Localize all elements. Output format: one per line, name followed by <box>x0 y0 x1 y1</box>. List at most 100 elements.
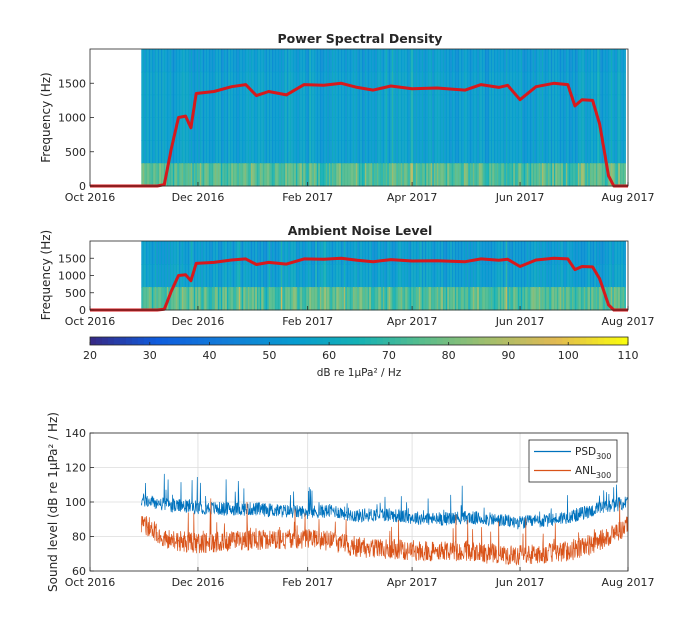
anl-heatmap-cell-259-1 <box>529 264 532 288</box>
anl-heatmap-cell-91-1 <box>277 264 280 288</box>
psd-heatmap-cell-74-1 <box>252 71 254 96</box>
psd-heatmap-cell-275-2 <box>553 94 556 118</box>
psd-heatmap-cell-48-0 <box>213 49 215 73</box>
psd-heatmap-cell-150-3 <box>366 117 368 141</box>
psd-heatmap-cell-135-0 <box>343 49 346 73</box>
psd-heatmap-cell-208-4 <box>453 140 455 164</box>
psd-heatmap-cell-71-1 <box>247 71 250 96</box>
anl-heatmap-cell-224-0 <box>477 241 479 265</box>
anl-heatmap-cell-240-1 <box>501 264 503 288</box>
anl-heatmap-cell-90-2 <box>276 287 278 311</box>
psd-heatmap-cell-242-3 <box>504 117 506 141</box>
psd-heatmap-cell-230-2 <box>486 94 488 118</box>
colorbar-cell-79 <box>562 337 569 345</box>
anl-heatmap-cell-232-1 <box>489 264 491 288</box>
psd-heatmap-cell-299-0 <box>589 49 592 73</box>
psd-heatmap-cell-257-0 <box>526 49 529 73</box>
psd-heatmap-cell-234-5 <box>492 163 494 187</box>
psd-heatmap-cell-15-0 <box>163 49 166 73</box>
psd-heatmap-cell-4-1 <box>147 71 149 96</box>
anl-heatmap-cell-152-1 <box>369 264 371 288</box>
anl-heatmap-cell-249-2 <box>514 287 517 311</box>
psd-heatmap-cell-134-4 <box>342 140 344 164</box>
anl-heatmap-cell-69-2 <box>244 287 247 311</box>
colorbar-cell-87 <box>610 337 617 345</box>
psd-heatmap-cell-178-2 <box>408 94 410 118</box>
psd-heatmap-cell-184-2 <box>417 94 419 118</box>
anl-heatmap-cell-79-2 <box>259 287 262 311</box>
psd-heatmap-cell-37-4 <box>196 140 199 164</box>
psd-heatmap-cell-108-2 <box>303 94 305 118</box>
anl-heatmap-cell-191-2 <box>427 287 430 311</box>
psd-heatmap-cell-114-2 <box>312 94 314 118</box>
psd-heatmap-cell-265-2 <box>538 94 541 118</box>
psd-heatmap-cell-282-4 <box>564 140 566 164</box>
psd-heatmap-cell-270-5 <box>546 163 548 187</box>
anl-heatmap-cell-315-0 <box>613 241 616 265</box>
psd-heatmap-cell-155-3 <box>373 117 376 141</box>
psd-heatmap-cell-179-2 <box>409 94 412 118</box>
anl-heatmap-cell-108-0 <box>303 241 305 265</box>
psd-heatmap-cell-309-0 <box>604 49 607 73</box>
anl-heatmap-cell-300-1 <box>591 264 593 288</box>
psd-heatmap-cell-185-5 <box>418 163 421 187</box>
psd-heatmap-cell-65-1 <box>238 71 241 96</box>
psd-heatmap-cell-98-1 <box>288 71 290 96</box>
psd-heatmap-stripes <box>141 49 626 187</box>
psd-heatmap-cell-62-4 <box>234 140 236 164</box>
psd-heatmap-cell-150-4 <box>366 140 368 164</box>
psd-heatmap-cell-23-1 <box>175 71 178 96</box>
psd-heatmap-cell-284-2 <box>567 94 569 118</box>
psd-heatmap-cell-258-4 <box>528 140 530 164</box>
psd-heatmap-cell-54-5 <box>222 163 224 187</box>
anl-heatmap-cell-130-1 <box>336 264 338 288</box>
colorbar-cell-9 <box>143 337 151 345</box>
psd-heatmap-cell-124-0 <box>327 49 329 73</box>
psd-heatmap-cell-306-2 <box>600 94 602 118</box>
anl-heatmap-cell-240-0 <box>501 241 503 265</box>
psd-heatmap-cell-9-0 <box>154 49 157 73</box>
psd-heatmap-cell-208-0 <box>453 49 455 73</box>
psd-heatmap-cell-16-1 <box>165 71 167 96</box>
anl-heatmap-cell-194-1 <box>432 264 434 288</box>
psd-heatmap-cell-91-4 <box>277 140 280 164</box>
anl-heatmap-cell-194-0 <box>432 241 434 265</box>
psd-heatmap-cell-93-1 <box>280 71 283 96</box>
psd-heatmap-cell-158-4 <box>378 140 380 164</box>
anl-heatmap-cell-18-1 <box>168 264 170 288</box>
colorbar-cell-39 <box>323 337 330 345</box>
psd-heatmap-cell-197-5 <box>436 163 439 187</box>
anl-heatmap-cell-129-2 <box>334 287 337 311</box>
psd-heatmap-cell-201-3 <box>442 117 445 141</box>
anl-heatmap-cell-119-0 <box>319 241 322 265</box>
psd-heatmap-cell-117-2 <box>316 94 319 118</box>
anl-heatmap-cell-129-1 <box>334 264 337 288</box>
colorbar-gradient <box>90 337 629 345</box>
anl-heatmap-cell-77-2 <box>256 287 259 311</box>
colorbar-cell-34 <box>293 337 300 345</box>
psd-heatmap-cell-123-5 <box>325 163 328 187</box>
psd-heatmap-cell-6-2 <box>150 94 152 118</box>
psd-heatmap-cell-307-2 <box>601 94 604 118</box>
psd-heatmap-cell-221-1 <box>472 71 475 96</box>
psd-heatmap-cell-230-1 <box>486 71 488 96</box>
anl-x-tick-label-2: Feb 2017 <box>282 315 333 328</box>
psd-heatmap-cell-285-1 <box>568 71 571 96</box>
psd-heatmap-cell-140-1 <box>351 71 353 96</box>
psd-heatmap-cell-215-0 <box>463 49 466 73</box>
psd-heatmap-cell-223-1 <box>475 71 478 96</box>
psd-heatmap-cell-283-4 <box>565 140 568 164</box>
psd-heatmap-cell-285-0 <box>568 49 571 73</box>
psd-heatmap-cell-207-2 <box>451 94 454 118</box>
psd-heatmap-cell-131-4 <box>337 140 340 164</box>
psd-heatmap-cell-235-3 <box>493 117 496 141</box>
psd-heatmap-cell-31-4 <box>187 140 190 164</box>
psd-heatmap-cell-192-3 <box>429 117 431 141</box>
psd-heatmap-cell-141-0 <box>352 49 355 73</box>
psd-heatmap-cell-161-0 <box>382 49 385 73</box>
psd-heatmap-cell-223-5 <box>475 163 478 187</box>
psd-heatmap-cell-302-0 <box>594 49 596 73</box>
psd-heatmap-cell-95-3 <box>283 117 286 141</box>
anl-heatmap-cell-68-2 <box>243 287 245 311</box>
psd-heatmap-cell-286-4 <box>570 140 572 164</box>
